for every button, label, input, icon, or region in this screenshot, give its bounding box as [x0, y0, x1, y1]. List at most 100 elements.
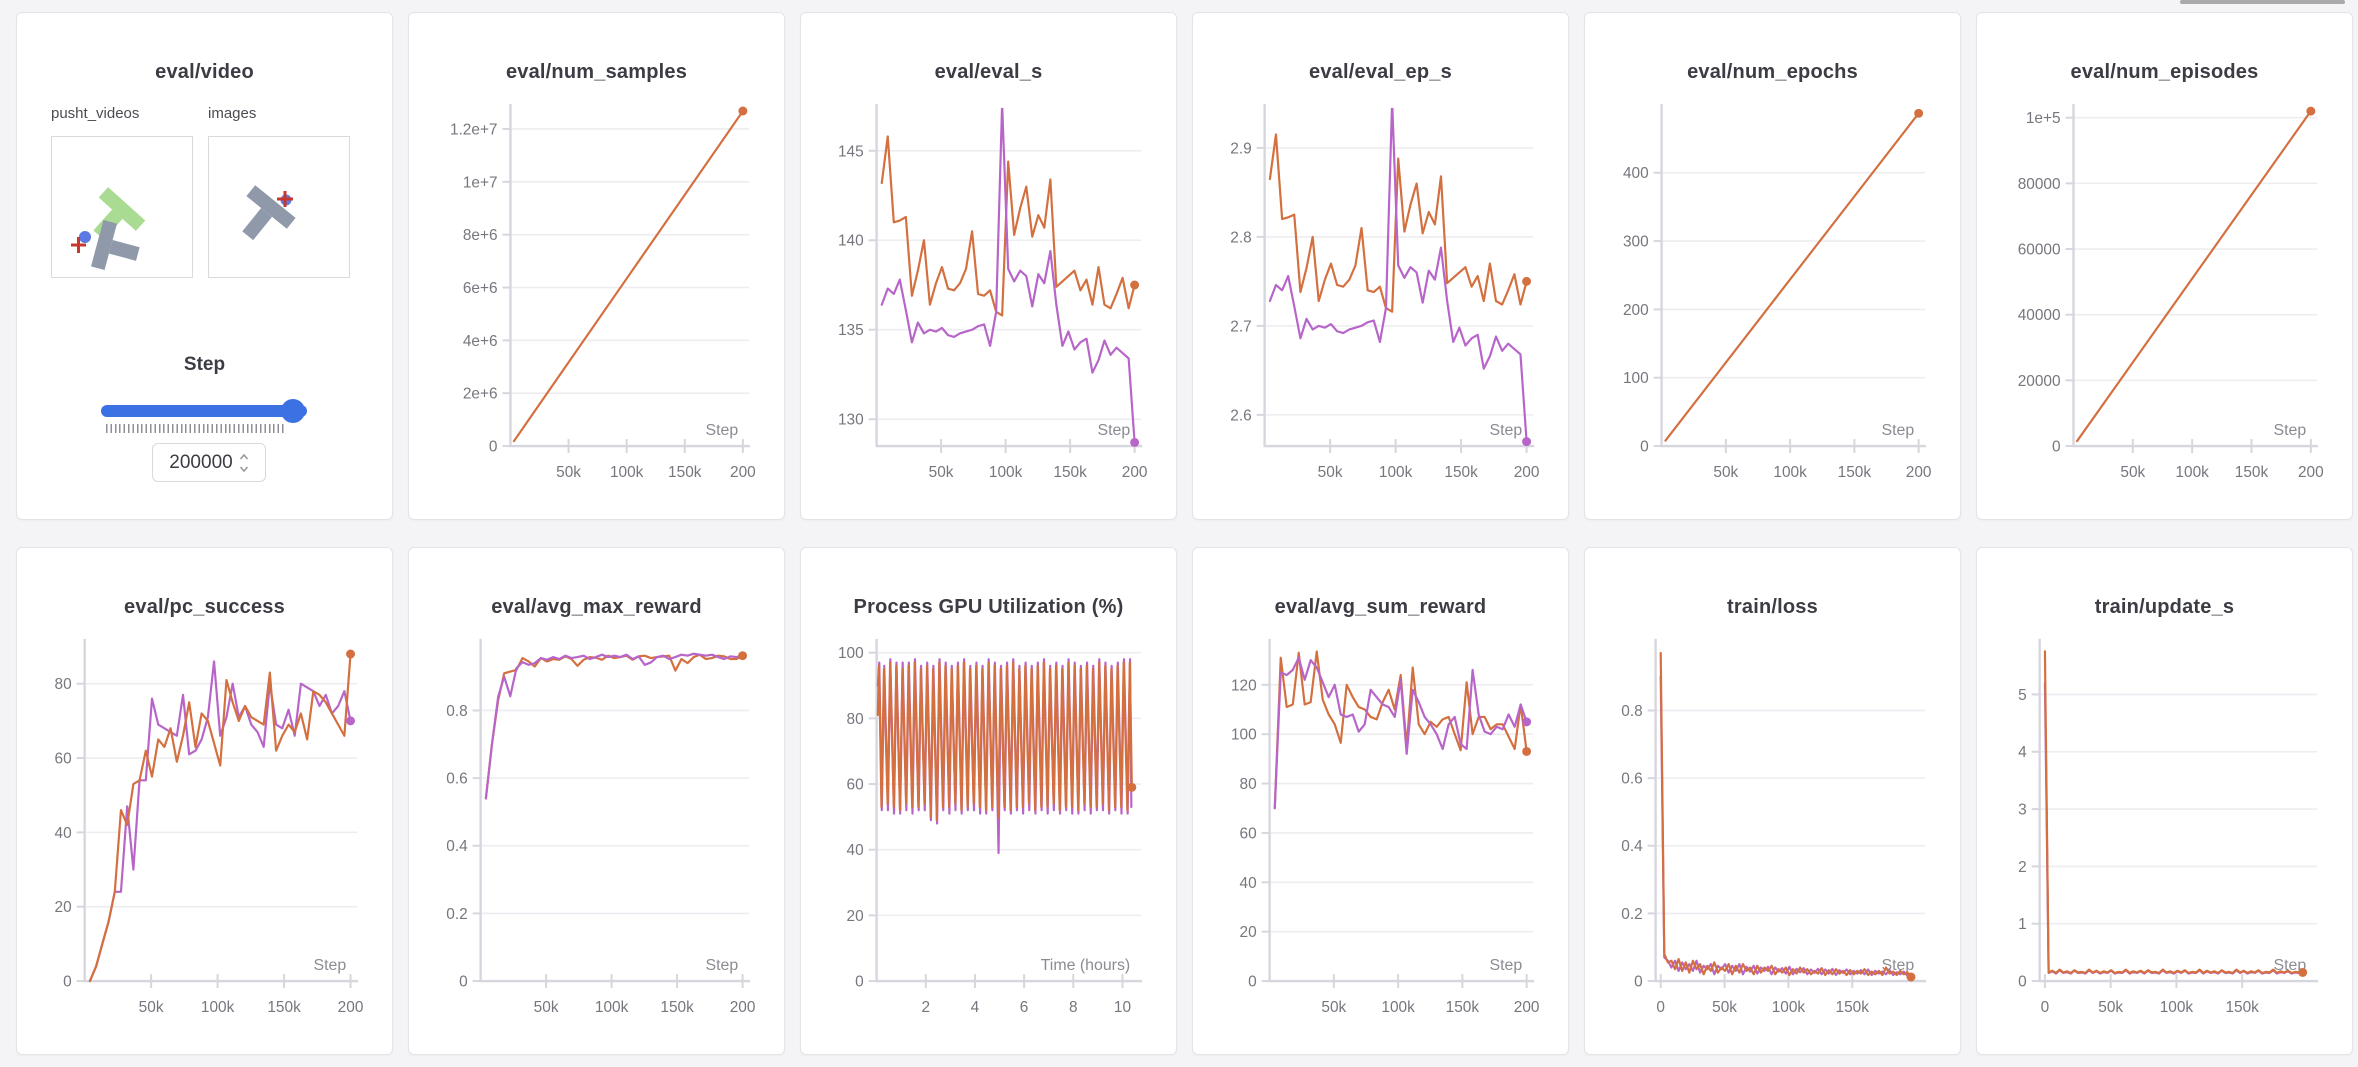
svg-text:Step: Step	[706, 422, 739, 439]
svg-text:20: 20	[1240, 924, 1257, 941]
svg-text:120: 120	[1231, 677, 1257, 694]
svg-text:80: 80	[1240, 776, 1257, 793]
svg-text:40: 40	[1240, 875, 1257, 892]
svg-text:6: 6	[1020, 999, 1029, 1016]
svg-text:0: 0	[2041, 999, 2050, 1016]
svg-text:300: 300	[1623, 234, 1649, 251]
svg-text:100: 100	[1231, 727, 1257, 744]
step-slider-track[interactable]	[101, 405, 307, 417]
chart-train-loss[interactable]: 0 0.2 0.4 0.6 0.8 0 50k 100k 150k Step	[1585, 548, 1960, 1054]
svg-text:0: 0	[1640, 439, 1649, 456]
panel-eval-num-epochs: eval/num_epochs 0 100 200 300 400 50k 100k 150k…	[1584, 12, 1961, 520]
chart-eval-eval-s[interactable]: 130 135 140 145 50k 100k 150k 200 Step	[801, 13, 1176, 519]
chart-eval-num-epochs[interactable]: 0 100 200 300 400 50k 100k 150k 200 Step	[1585, 13, 1960, 519]
media-key-label: pusht_videos	[51, 105, 140, 122]
svg-text:100k: 100k	[989, 464, 1023, 481]
svg-text:2: 2	[921, 999, 930, 1016]
svg-text:2.9: 2.9	[1230, 140, 1251, 157]
svg-text:8: 8	[1069, 999, 1078, 1016]
chart-train-update-s[interactable]: 0 1 2 3 4 5 0 50k 100k 150k Step	[1977, 548, 2352, 1054]
svg-text:Step: Step	[314, 957, 347, 974]
svg-text:40000: 40000	[2018, 307, 2061, 324]
step-slider-label: Step	[183, 354, 226, 375]
svg-text:0.4: 0.4	[446, 838, 468, 855]
chart-eval-eval-ep-s[interactable]: 2.6 2.7 2.8 2.9 50k 100k 150k 200 Step	[1193, 13, 1568, 519]
video-thumbnail-images[interactable]	[208, 136, 350, 278]
svg-text:100k: 100k	[1773, 464, 1807, 481]
svg-text:100k: 100k	[201, 999, 235, 1016]
svg-text:100k: 100k	[1381, 999, 1415, 1016]
video-thumbnail-pusht-videos[interactable]	[51, 136, 193, 278]
svg-text:200: 200	[1623, 302, 1649, 319]
svg-text:60: 60	[847, 777, 864, 794]
svg-text:10: 10	[1114, 999, 1131, 1016]
svg-text:100: 100	[1623, 370, 1649, 387]
svg-text:0.8: 0.8	[446, 703, 467, 720]
panel-title: eval/avg_max_reward	[491, 596, 702, 618]
svg-text:3: 3	[2018, 802, 2027, 819]
svg-text:0: 0	[855, 974, 864, 991]
step-slider-thumb[interactable]	[281, 399, 305, 423]
svg-text:Step: Step	[1882, 957, 1915, 974]
panel-title: eval/num_epochs	[1687, 61, 1858, 83]
svg-text:150k: 150k	[1444, 464, 1478, 481]
svg-text:100k: 100k	[1379, 464, 1413, 481]
chart-eval-pc-success[interactable]: 0 20 40 60 80 50k 100k 150k 200 Step	[17, 548, 392, 1054]
panel-title: eval/video	[155, 61, 254, 83]
svg-text:0.2: 0.2	[1621, 906, 1642, 923]
svg-text:200: 200	[1122, 464, 1148, 481]
svg-text:0.2: 0.2	[446, 906, 467, 923]
panel-eval-num-episodes: eval/num_episodes 0 20000 40000 60000 80000 1…	[1976, 12, 2353, 520]
svg-text:100k: 100k	[2160, 999, 2194, 1016]
svg-text:100k: 100k	[1772, 999, 1806, 1016]
svg-text:50k: 50k	[139, 999, 164, 1016]
chart-eval-avg-max-reward[interactable]: 0 0.2 0.4 0.6 0.8 50k 100k 150k 200 Step	[409, 548, 784, 1054]
target-cross-red	[277, 191, 293, 207]
svg-text:200: 200	[1514, 999, 1540, 1016]
svg-text:100k: 100k	[2175, 464, 2209, 481]
svg-text:50k: 50k	[1318, 464, 1343, 481]
svg-text:150k: 150k	[1838, 464, 1872, 481]
svg-text:130: 130	[838, 412, 864, 429]
svg-text:150k: 150k	[1053, 464, 1087, 481]
svg-text:2e+6: 2e+6	[463, 386, 498, 403]
panel-process-gpu-utilization: Process GPU Utilization (%) 0 20 40 60 80 100…	[800, 547, 1177, 1055]
chart-eval-num-episodes[interactable]: 0 20000 40000 60000 80000 1e+5 50k 100k 150k 200 S…	[1977, 13, 2352, 519]
svg-text:50k: 50k	[929, 464, 954, 481]
svg-text:Step: Step	[2274, 957, 2307, 974]
svg-text:135: 135	[838, 322, 864, 339]
svg-text:0: 0	[1656, 999, 1665, 1016]
svg-text:60000: 60000	[2018, 242, 2061, 259]
svg-text:150k: 150k	[1836, 999, 1870, 1016]
chart-eval-avg-sum-reward[interactable]: 0 20 40 60 80 100 120 50k 100k 150k 200 Step	[1193, 548, 1568, 1054]
svg-text:4e+6: 4e+6	[463, 333, 498, 350]
svg-text:0: 0	[1634, 974, 1643, 991]
chart-eval-num-samples[interactable]: 0 2e+6 4e+6 6e+6 8e+6 1e+7 1.2e+7 50k 100k 150k 20…	[409, 13, 784, 519]
svg-text:200: 200	[338, 999, 364, 1016]
svg-text:40: 40	[847, 842, 864, 859]
panel-title: eval/eval_s	[934, 61, 1043, 83]
svg-text:20: 20	[55, 899, 72, 916]
step-number-input[interactable]: 200000	[152, 443, 266, 482]
agent-dot-blue	[79, 231, 91, 243]
svg-text:150k: 150k	[1446, 999, 1480, 1016]
target-cross-red	[71, 237, 86, 253]
svg-text:Step: Step	[1490, 957, 1523, 974]
chart-process-gpu-utilization[interactable]: 0 20 40 60 80 100 2 4 6 8 10 Time (hours)	[801, 548, 1176, 1054]
panel-title: train/loss	[1727, 596, 1818, 618]
step-value[interactable]: 200000	[169, 451, 233, 473]
svg-text:60: 60	[1240, 825, 1257, 842]
svg-text:0: 0	[1248, 974, 1257, 991]
panel-eval-avg-sum-reward: eval/avg_sum_reward 0 20 40 60 80 100 120 50k 10…	[1192, 547, 1569, 1055]
svg-text:Step: Step	[1098, 422, 1131, 439]
scrollbar-thumb[interactable]	[2180, 0, 2345, 4]
svg-text:5: 5	[2018, 687, 2027, 704]
t-block-gray	[242, 185, 296, 241]
panel-title: eval/eval_ep_s	[1309, 61, 1452, 83]
svg-text:6e+6: 6e+6	[463, 280, 498, 297]
step-stepper[interactable]	[239, 452, 249, 474]
svg-text:2: 2	[2018, 859, 2027, 876]
svg-text:200: 200	[2298, 464, 2324, 481]
svg-text:100: 100	[838, 645, 864, 662]
